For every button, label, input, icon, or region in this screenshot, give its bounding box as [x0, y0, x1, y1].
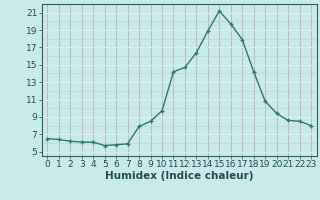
X-axis label: Humidex (Indice chaleur): Humidex (Indice chaleur)	[105, 171, 253, 181]
